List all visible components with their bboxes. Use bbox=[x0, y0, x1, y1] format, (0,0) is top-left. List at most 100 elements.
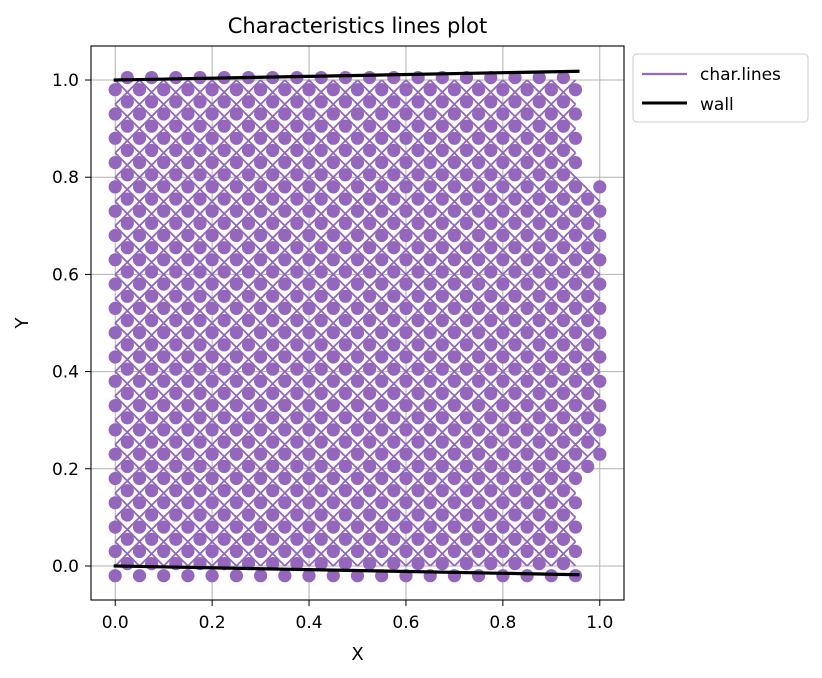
char-point bbox=[229, 228, 243, 243]
char-point bbox=[302, 180, 316, 194]
char-point bbox=[302, 204, 316, 218]
char-point bbox=[217, 314, 231, 328]
char-point bbox=[229, 496, 243, 510]
char-point bbox=[532, 532, 546, 546]
char-point bbox=[568, 131, 583, 145]
char-point bbox=[278, 131, 292, 145]
char-point bbox=[290, 289, 304, 303]
char-point bbox=[254, 350, 268, 364]
char-point bbox=[435, 216, 449, 230]
char-point bbox=[544, 471, 558, 486]
char-point bbox=[278, 83, 292, 97]
char-point bbox=[411, 143, 425, 158]
char-point bbox=[120, 484, 134, 498]
char-point bbox=[266, 411, 280, 425]
char-point bbox=[241, 95, 256, 109]
char-point bbox=[568, 544, 583, 559]
char-point bbox=[205, 83, 219, 97]
char-point bbox=[532, 192, 546, 206]
char-point bbox=[145, 95, 159, 109]
char-point bbox=[520, 447, 534, 461]
char-point bbox=[423, 228, 437, 243]
char-point bbox=[484, 265, 498, 279]
char-point bbox=[132, 496, 147, 510]
char-point bbox=[508, 95, 522, 109]
char-point bbox=[496, 374, 510, 388]
char-point bbox=[326, 131, 340, 145]
char-point bbox=[217, 435, 231, 449]
char-point bbox=[520, 277, 534, 291]
char-point bbox=[387, 119, 401, 133]
char-point bbox=[593, 447, 607, 461]
y-tick-label: 0.8 bbox=[52, 168, 79, 188]
char-point bbox=[120, 95, 134, 109]
char-point bbox=[278, 520, 292, 534]
char-point bbox=[132, 83, 147, 97]
legend: char.lines wall bbox=[632, 53, 809, 123]
char-point bbox=[472, 399, 486, 413]
wall-line bbox=[113, 69, 580, 82]
char-point bbox=[350, 253, 365, 267]
char-point bbox=[532, 557, 546, 571]
char-point bbox=[229, 399, 243, 413]
char-point bbox=[254, 277, 268, 291]
char-point bbox=[496, 204, 510, 218]
char-point bbox=[544, 131, 558, 145]
char-point bbox=[435, 362, 449, 376]
char-point bbox=[169, 362, 183, 376]
char-point bbox=[302, 131, 316, 145]
char-point bbox=[169, 386, 183, 401]
char-point bbox=[338, 532, 352, 546]
char-point bbox=[229, 350, 243, 364]
char-point bbox=[411, 362, 425, 376]
char-point bbox=[544, 277, 558, 291]
char-point bbox=[387, 95, 401, 109]
char-point bbox=[593, 350, 607, 364]
char-point bbox=[120, 289, 134, 303]
char-point bbox=[556, 168, 571, 182]
char-point bbox=[278, 544, 292, 559]
char-point bbox=[229, 423, 243, 437]
char-point bbox=[205, 131, 219, 145]
char-point bbox=[181, 399, 195, 413]
char-point bbox=[387, 557, 401, 571]
char-point bbox=[278, 277, 292, 291]
char-point bbox=[496, 520, 510, 534]
char-point bbox=[532, 119, 546, 133]
char-point bbox=[241, 338, 256, 352]
char-point bbox=[411, 168, 425, 182]
char-point bbox=[108, 471, 122, 486]
char-point bbox=[556, 265, 571, 279]
char-point bbox=[581, 338, 595, 352]
char-point bbox=[423, 544, 437, 559]
char-point bbox=[459, 338, 474, 352]
char-point bbox=[447, 423, 461, 437]
char-point bbox=[423, 350, 437, 364]
char-point bbox=[496, 131, 510, 145]
char-point bbox=[145, 386, 159, 401]
char-point bbox=[217, 508, 231, 522]
char-point bbox=[459, 314, 474, 328]
char-line bbox=[526, 79, 577, 130]
char-point bbox=[108, 423, 122, 437]
char-point bbox=[193, 386, 207, 401]
char-point bbox=[254, 399, 268, 413]
char-point bbox=[157, 569, 171, 583]
char-point bbox=[266, 386, 280, 401]
char-point bbox=[375, 228, 389, 243]
char-point bbox=[484, 411, 498, 425]
char-point bbox=[520, 423, 534, 437]
char-point bbox=[314, 411, 328, 425]
char-point bbox=[290, 241, 304, 255]
char-point bbox=[375, 496, 389, 510]
char-point bbox=[217, 484, 231, 498]
char-point bbox=[338, 435, 352, 449]
char-point bbox=[508, 411, 522, 425]
char-point bbox=[532, 71, 546, 85]
char-line bbox=[114, 79, 213, 178]
char-point bbox=[108, 131, 122, 145]
char-point bbox=[447, 156, 461, 170]
char-point bbox=[169, 532, 183, 546]
char-point bbox=[520, 204, 534, 218]
char-point bbox=[108, 520, 122, 534]
